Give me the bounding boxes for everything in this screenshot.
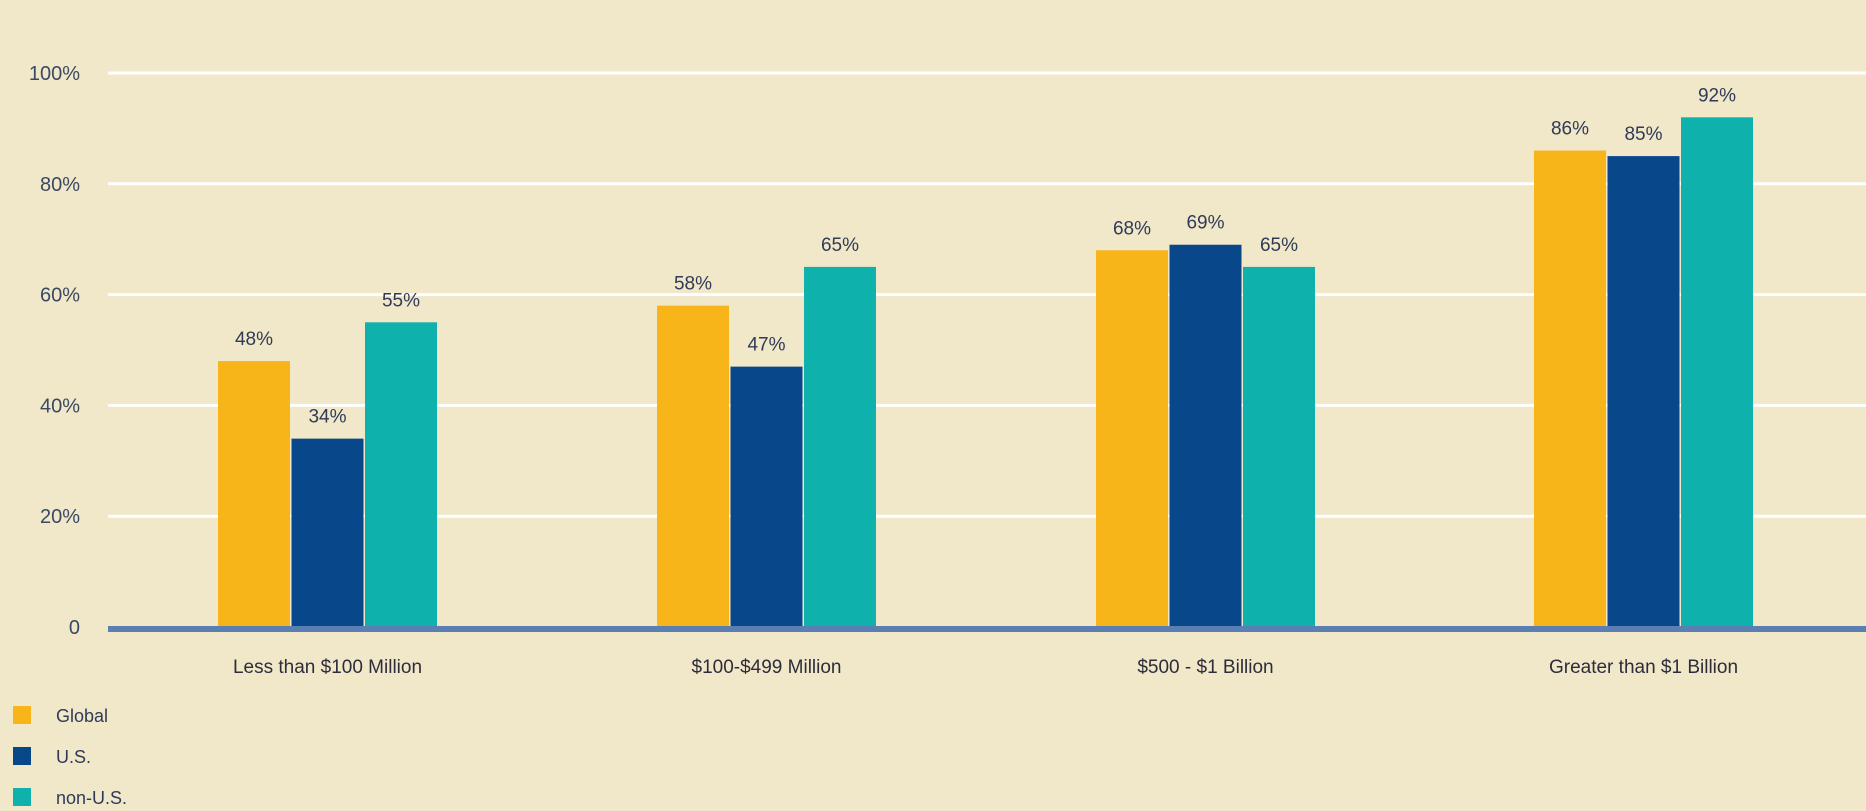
- data-label: 34%: [308, 407, 346, 428]
- x-tick-label: $500 - $1 Billion: [1137, 657, 1273, 678]
- bar: [1096, 250, 1168, 627]
- data-label: 92%: [1698, 85, 1736, 106]
- bar: [1243, 266, 1315, 627]
- data-label: 65%: [821, 235, 859, 256]
- data-label: 47%: [747, 335, 785, 356]
- legend-label: U.S.: [56, 747, 91, 767]
- data-label: 65%: [1260, 235, 1298, 256]
- data-label: 55%: [382, 290, 420, 311]
- y-tick-label: 0: [69, 617, 80, 639]
- legend-swatch: [13, 706, 31, 724]
- x-tick-label: Greater than $1 Billion: [1549, 657, 1738, 678]
- y-tick-label: 80%: [40, 174, 80, 196]
- bar: [1607, 156, 1680, 627]
- data-label: 85%: [1624, 124, 1662, 145]
- data-label: 58%: [674, 274, 712, 295]
- x-tick-label: Less than $100 Million: [233, 657, 422, 678]
- y-tick-label: 40%: [40, 395, 80, 417]
- legend-label: Global: [56, 706, 108, 726]
- y-tick-label: 100%: [29, 63, 80, 85]
- data-label: 69%: [1186, 213, 1224, 234]
- bar: [804, 266, 876, 627]
- bar: [218, 361, 290, 627]
- x-axis-baseline: [108, 626, 1866, 632]
- bar: [365, 322, 437, 627]
- legend-label: non-U.S.: [56, 788, 127, 808]
- bar: [1534, 150, 1606, 627]
- data-label: 68%: [1113, 218, 1151, 239]
- bar: [657, 305, 729, 627]
- bar: [1681, 117, 1753, 627]
- legend-swatch: [13, 788, 31, 806]
- legend-swatch: [13, 747, 31, 765]
- bar: [291, 438, 364, 627]
- data-label: 86%: [1551, 119, 1589, 140]
- x-tick-label: $100-$499 Million: [692, 657, 842, 678]
- data-label: 48%: [235, 329, 273, 350]
- bar: [1169, 244, 1242, 628]
- y-tick-label: 60%: [40, 285, 80, 307]
- bar: [730, 366, 803, 627]
- y-tick-label: 20%: [40, 506, 80, 528]
